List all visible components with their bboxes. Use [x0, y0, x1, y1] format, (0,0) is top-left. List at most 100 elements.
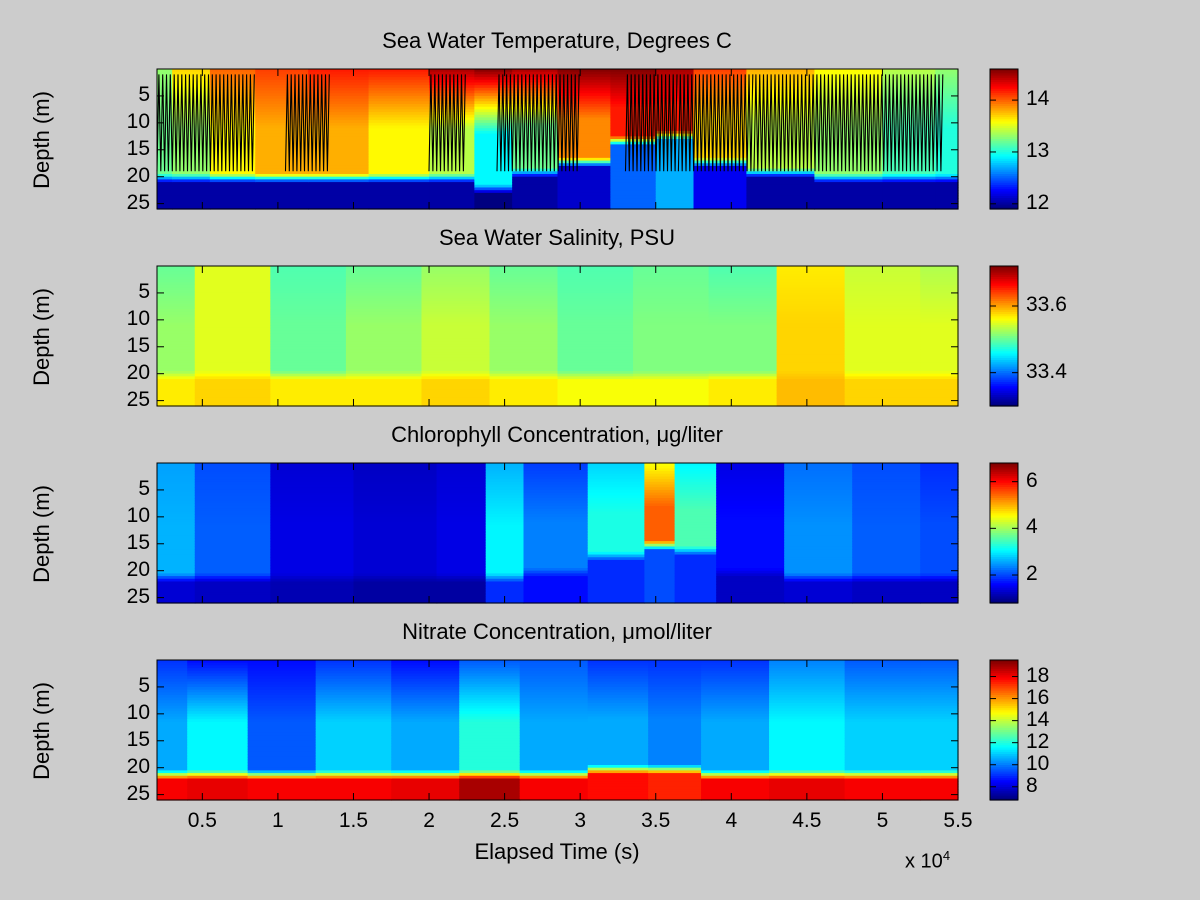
heatmap-cell: [882, 71, 936, 75]
heatmap-cell: [523, 487, 589, 491]
heatmap-cell: [557, 357, 634, 361]
heatmap-cell: [421, 325, 491, 329]
heatmap-cell: [920, 397, 959, 402]
heatmap-cell: [247, 719, 317, 723]
heatmap-cell: [935, 152, 959, 156]
heatmap-cell: [157, 732, 188, 736]
heatmap-cell: [436, 546, 487, 550]
heatmap-cell: [920, 319, 959, 324]
heatmap-cell: [852, 487, 921, 491]
heatmap-cell: [391, 713, 460, 718]
heatmap-cell: [172, 122, 211, 127]
heatmap-cell: [920, 762, 959, 766]
heatmap-cell: [368, 184, 430, 189]
heatmap-cell: [194, 479, 271, 483]
heatmap-cell: [485, 511, 525, 515]
heatmap-cell: [353, 578, 438, 583]
heatmap-cell: [187, 746, 249, 750]
heatmap-cell: [512, 200, 559, 205]
heatmap-cell: [270, 360, 347, 364]
heatmap-cell: [920, 508, 959, 513]
heatmap-cell: [746, 198, 816, 202]
heatmap-cell: [308, 200, 370, 205]
heatmap-cell: [270, 578, 355, 583]
colorbar-segment: [990, 585, 1018, 589]
heatmap-cell: [429, 90, 475, 94]
heatmap-cell: [209, 176, 256, 180]
heatmap-cell: [315, 686, 392, 691]
heatmap-cell: [512, 206, 559, 210]
heatmap-cell: [345, 279, 423, 283]
colorbar-segment: [990, 736, 1018, 740]
heatmap-cell: [421, 338, 491, 342]
colorbar-segment: [990, 152, 1018, 155]
heatmap-cell: [935, 125, 959, 129]
heatmap-cell: [655, 206, 695, 210]
heatmap-cell: [194, 287, 271, 291]
heatmap-cell: [247, 684, 317, 688]
heatmap-cell: [345, 287, 423, 291]
heatmap-cell: [557, 392, 634, 396]
heatmap-cell: [784, 484, 853, 488]
colorbar-tick-label: 14: [1026, 707, 1050, 731]
colorbar-segment: [990, 664, 1018, 668]
heatmap-cell: [648, 681, 702, 685]
heatmap-cell: [315, 684, 392, 688]
heatmap-cell: [920, 484, 959, 488]
heatmap-cell: [459, 756, 521, 761]
heatmap-cell: [784, 468, 853, 472]
heatmap-cell: [391, 695, 460, 699]
heatmap-cell: [209, 206, 256, 210]
heatmap-cell: [172, 77, 211, 81]
heatmap-cell: [587, 678, 649, 683]
heatmap-cell: [474, 85, 513, 89]
colorbar-segment: [990, 71, 1018, 74]
heatmap-cell: [270, 549, 355, 553]
y-tick-label: 15: [126, 136, 150, 160]
y-tick-label: 25: [126, 781, 150, 805]
heatmap-cell: [270, 589, 355, 593]
colorbar-segment: [990, 401, 1018, 405]
colorbar-segment: [990, 136, 1018, 140]
heatmap-cell: [157, 468, 196, 472]
heatmap-cell: [345, 314, 423, 318]
heatmap-cell: [353, 516, 438, 521]
heatmap-cell: [610, 93, 657, 97]
heatmap-cell: [247, 770, 317, 774]
heatmap-cell: [935, 69, 959, 73]
heatmap-cell: [255, 69, 309, 73]
colorbar-segment: [990, 338, 1018, 341]
heatmap-cell: [255, 203, 309, 207]
heatmap-cell: [674, 511, 717, 515]
colorbar-segment: [990, 732, 1018, 735]
heatmap-cell: [784, 471, 853, 475]
heatmap-cell: [655, 93, 695, 97]
heatmap-cell: [308, 206, 370, 210]
heatmap-cell: [557, 360, 634, 364]
heatmap-cell: [270, 379, 347, 383]
heatmap-cell: [523, 519, 589, 523]
heatmap-cell: [194, 309, 271, 313]
heatmap-cell: [368, 165, 430, 170]
colorbar-segment: [990, 187, 1018, 190]
heatmap-cell: [746, 77, 816, 81]
heatmap-cell: [852, 489, 921, 494]
heatmap-cell: [655, 174, 695, 178]
heatmap-cell: [247, 727, 317, 731]
heatmap-cell: [776, 266, 846, 270]
heatmap-cell: [557, 336, 634, 340]
heatmap-cell: [157, 98, 173, 102]
colorbar-segment: [990, 708, 1018, 711]
heatmap-cell: [648, 689, 702, 693]
heatmap-cell: [255, 104, 309, 108]
heatmap-cell: [769, 783, 846, 788]
heatmap-cell: [157, 190, 173, 194]
colorbar-segment: [990, 270, 1018, 274]
heatmap-cell: [633, 354, 710, 359]
heatmap-cell: [345, 384, 423, 388]
heatmap-cell: [270, 336, 347, 340]
heatmap-cell: [644, 533, 676, 537]
heatmap-cell: [716, 565, 785, 569]
heatmap-cell: [610, 87, 657, 92]
heatmap-cell: [391, 689, 460, 693]
